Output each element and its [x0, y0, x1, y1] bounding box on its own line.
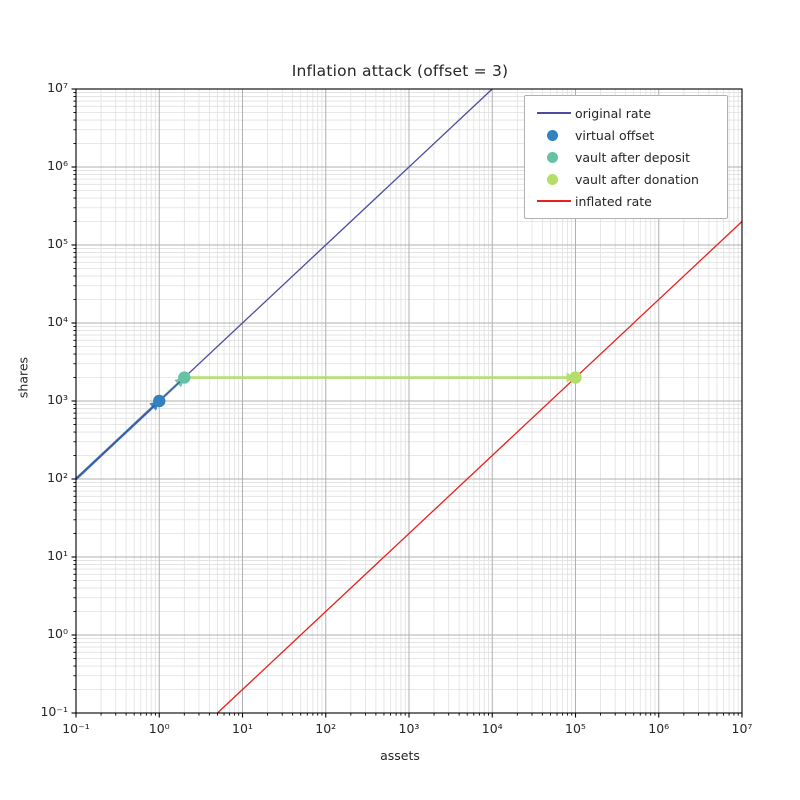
legend-item-label: virtual offset: [575, 127, 655, 143]
series-line-original-rate: [75, 88, 493, 480]
legend-item-virtual-offset[interactable]: virtual offset: [533, 124, 719, 146]
series-line-inflated-rate: [216, 221, 743, 714]
x-tick-label: 10⁻¹: [62, 721, 90, 736]
legend-line-icon: [537, 112, 571, 114]
y-tick-label: 10⁷: [47, 80, 68, 95]
data-point-vault-after-deposit: [178, 371, 191, 384]
legend-dot-swatch: [533, 125, 575, 145]
legend-line-icon: [537, 200, 571, 202]
legend-item-vault-after-deposit[interactable]: vault after deposit: [533, 146, 719, 168]
y-tick-label: 10⁵: [47, 236, 68, 251]
data-point-virtual-offset: [153, 394, 166, 408]
legend-dot-icon: [547, 152, 558, 163]
legend-item-inflated-rate[interactable]: inflated rate: [533, 190, 719, 212]
y-tick-label: 10¹: [47, 548, 68, 563]
x-tick-label: 10¹: [232, 721, 253, 736]
x-tick-label: 10⁵: [565, 721, 586, 736]
x-tick-label: 10⁷: [731, 721, 753, 736]
legend-line-swatch: [533, 191, 575, 211]
legend-dot-icon: [547, 130, 558, 141]
y-tick-label: 10⁰: [47, 626, 68, 641]
y-tick-label: 10³: [47, 392, 68, 407]
x-tick-label: 10³: [398, 721, 420, 736]
legend-item-label: vault after deposit: [575, 149, 690, 165]
y-tick-label: 10⁻¹: [40, 704, 68, 719]
legend-dot-swatch: [533, 169, 575, 189]
legend-item-original-rate[interactable]: original rate: [533, 102, 719, 124]
x-tick-label: 10⁴: [481, 721, 503, 736]
legend-item-vault-after-donation[interactable]: vault after donation: [533, 168, 719, 190]
x-tick-label: 10²: [315, 721, 337, 736]
y-tick-label: 10⁴: [47, 314, 68, 329]
legend-item-label: vault after donation: [575, 171, 699, 187]
y-axis-label: shares: [15, 356, 31, 399]
y-tick-label: 10²: [47, 470, 68, 485]
chart-legend: original rate virtual offset vault after d…: [524, 95, 728, 219]
legend-line-swatch: [533, 103, 575, 123]
series-lines: [75, 88, 743, 714]
y-tick-label: 10⁶: [47, 158, 68, 173]
legend-dot-swatch: [533, 147, 575, 167]
series-points: [153, 371, 582, 408]
legend-dot-icon: [547, 174, 558, 185]
axis-ticks: [71, 88, 743, 718]
legend-item-label: inflated rate: [575, 193, 652, 209]
x-tick-label: 10⁰: [148, 721, 170, 736]
data-point-vault-after-donation: [569, 371, 582, 384]
x-tick-label: 10⁶: [648, 721, 670, 736]
x-axis-label: assets: [380, 748, 420, 763]
legend-item-label: original rate: [575, 105, 652, 121]
chart-title: Inflation attack (offset = 3): [291, 62, 509, 80]
